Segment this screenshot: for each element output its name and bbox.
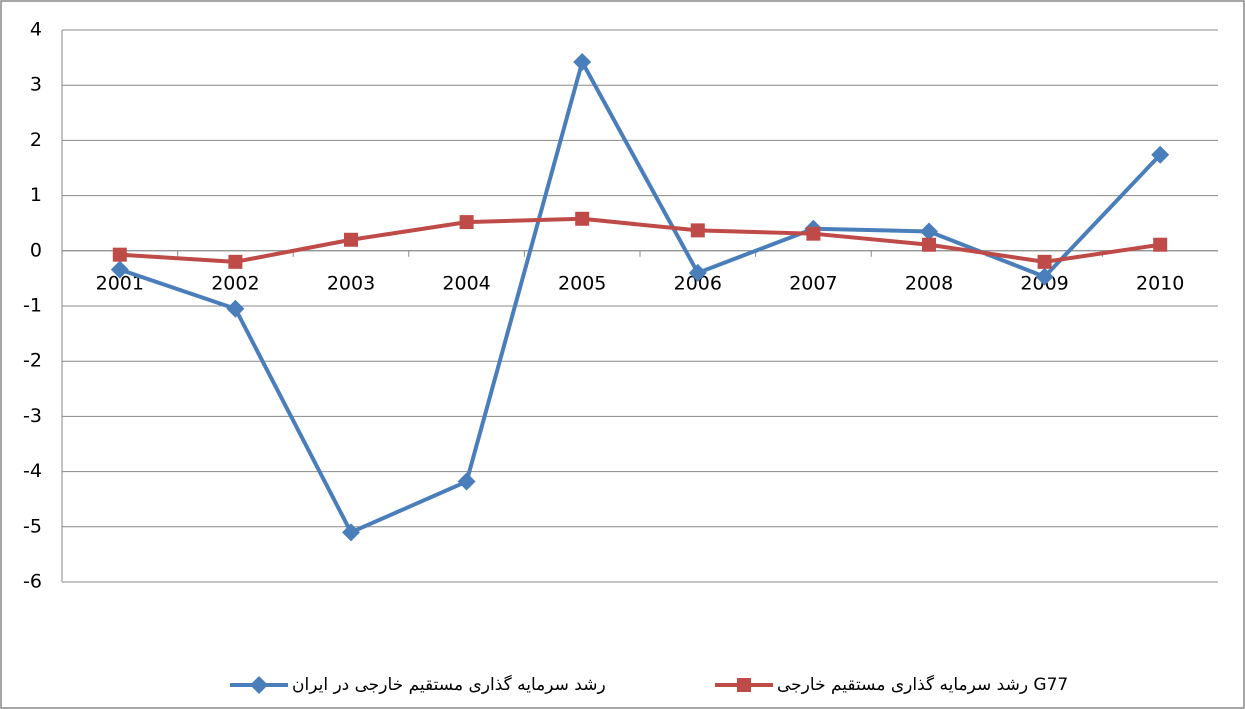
y-tick-label: 0 bbox=[30, 239, 42, 261]
point bbox=[688, 263, 707, 282]
point bbox=[459, 215, 474, 230]
y-tick-label: -1 bbox=[23, 295, 42, 317]
point bbox=[690, 223, 705, 238]
point bbox=[1151, 145, 1170, 164]
y-tick-label: -3 bbox=[23, 405, 42, 427]
point bbox=[228, 254, 243, 269]
y-tick-label: -4 bbox=[23, 460, 42, 482]
point bbox=[1037, 254, 1052, 269]
x-tick-label: 2008 bbox=[905, 272, 953, 294]
point bbox=[922, 237, 936, 252]
x-tick-label: 2007 bbox=[789, 272, 837, 294]
y-tick-label: 4 bbox=[30, 19, 42, 41]
point bbox=[806, 226, 821, 241]
x-tick-label: 2002 bbox=[211, 272, 259, 294]
legend-marker bbox=[737, 678, 751, 692]
legend-label: رشد سرمایه گذاری مستقیم خارجی G77 bbox=[777, 674, 1068, 695]
point bbox=[110, 260, 129, 279]
y-tick-label: 2 bbox=[30, 129, 42, 151]
y-tick-label: -6 bbox=[23, 571, 42, 593]
legend-label: رشد سرمایه گذاری مستقیم خارجی در ایران bbox=[292, 674, 606, 695]
x-tick-label: 2001 bbox=[96, 272, 144, 294]
point bbox=[226, 299, 245, 318]
point bbox=[344, 232, 358, 247]
y-tick-label: -5 bbox=[23, 515, 42, 537]
x-tick-label: 2004 bbox=[442, 272, 490, 294]
y-tick-label: -2 bbox=[23, 350, 42, 372]
point bbox=[1153, 237, 1168, 252]
x-tick-label: 2010 bbox=[1136, 272, 1184, 294]
x-tick-label: 2006 bbox=[674, 272, 722, 294]
y-tick-label: 3 bbox=[30, 74, 42, 96]
point bbox=[920, 222, 938, 241]
point bbox=[342, 523, 360, 542]
y-tick-label: 1 bbox=[30, 184, 42, 206]
legend-marker bbox=[250, 676, 268, 694]
point bbox=[575, 211, 590, 226]
point bbox=[1035, 267, 1054, 286]
x-tick-label: 2005 bbox=[558, 272, 606, 294]
point bbox=[573, 53, 592, 72]
point bbox=[457, 472, 476, 491]
x-tick-label: 2003 bbox=[327, 272, 375, 294]
point bbox=[112, 247, 127, 262]
series-line bbox=[119, 216, 1161, 264]
